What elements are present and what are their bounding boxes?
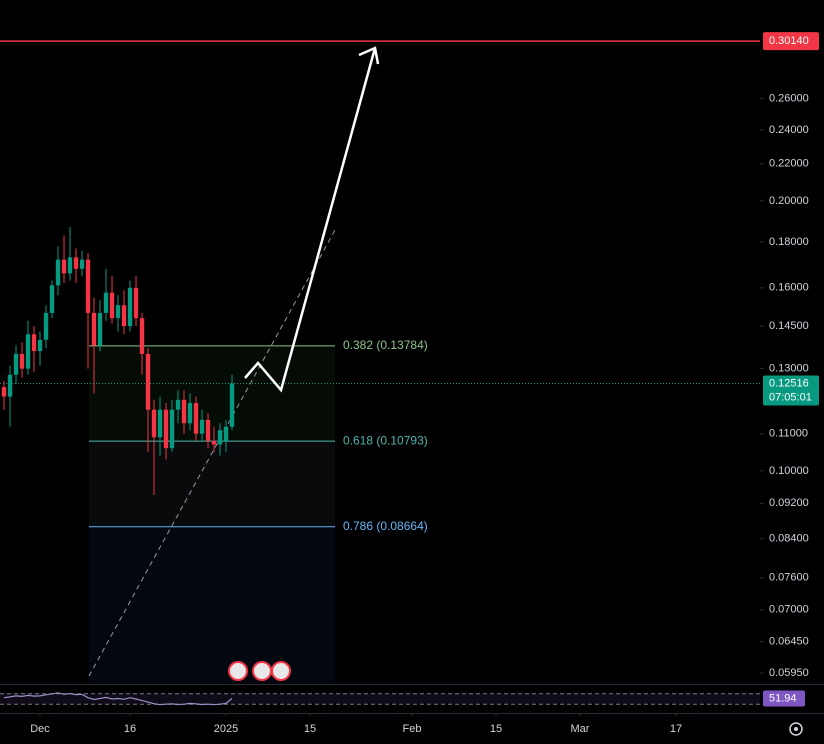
candle-body [49, 285, 55, 313]
candle-body [55, 259, 61, 286]
arrow-head [358, 46, 380, 65]
y-tick-label: 0.14500 [769, 320, 809, 332]
y-tick-label: 0.09200 [769, 497, 809, 509]
candle-body [67, 257, 73, 274]
candle-body [163, 409, 169, 449]
event-icon[interactable] [228, 661, 248, 681]
rsi-line [3, 692, 233, 706]
y-tick-label: 0.10000 [769, 465, 809, 477]
y-tick-label: 0.24000 [769, 124, 809, 136]
candle-body [61, 259, 67, 274]
plot: 0.26000 0.24000 0.22000 0.20000 0.18000 0.160… [0, 32, 819, 735]
candle-body [85, 259, 91, 313]
candle-body [1, 387, 7, 397]
candle-body [193, 403, 199, 434]
last-price-label: 0.12516 [769, 377, 809, 389]
candle-body [211, 440, 217, 445]
y-tick-label: 0.18000 [769, 236, 809, 248]
candle-body [157, 409, 163, 438]
fib-level-label: 0.786 (0.08664) [343, 519, 428, 533]
x-tick-label: Dec [30, 723, 50, 735]
y-tick-label: 0.13000 [769, 363, 809, 375]
y-tick-label: 0.05950 [769, 667, 809, 679]
event-icons[interactable] [228, 661, 291, 681]
candle-body [151, 409, 157, 438]
candle-body [43, 312, 49, 340]
y-tick-label: 0.26000 [769, 93, 809, 105]
candle-body [7, 374, 13, 397]
fib-level-label: 0.618 (0.10793) [343, 433, 428, 447]
y-tick-label: 0.06450 [769, 636, 809, 648]
candle-body [175, 399, 181, 410]
rsi-value-box [763, 690, 805, 707]
fib-zone-band [89, 345, 335, 442]
settings-icon[interactable] [789, 722, 803, 736]
countdown-label: 07:05:01 [769, 391, 812, 403]
candle-body [97, 312, 103, 346]
candle-body [19, 353, 25, 369]
candle-body [37, 339, 43, 352]
y-tick-label: 0.16000 [769, 282, 809, 294]
candle-body [115, 305, 121, 319]
candle-body [169, 409, 175, 449]
candle-body [121, 305, 127, 327]
rsi-band [0, 693, 760, 705]
candle-body [91, 312, 97, 346]
candle-body [73, 257, 79, 269]
x-tick-label: 2025 [214, 723, 238, 735]
candle-body [79, 259, 85, 269]
fib-level-label: 0.382 (0.13784) [343, 338, 428, 352]
y-tick-label: 0.11000 [769, 428, 808, 440]
x-tick-label: 15 [304, 723, 316, 735]
candle-body [199, 419, 205, 434]
fib-zone-band [89, 441, 335, 527]
x-tick-label: Mar [571, 723, 590, 735]
x-tick-label: 15 [490, 723, 502, 735]
candle-body [127, 287, 133, 327]
candle-body [217, 430, 223, 445]
candle-body [187, 403, 193, 424]
candle-body [31, 334, 37, 352]
candle-body [229, 383, 235, 427]
candle-body [223, 426, 229, 441]
candle-body [145, 353, 151, 410]
candle-body [205, 419, 211, 441]
candle-body [25, 334, 31, 369]
projection-arrow [244, 47, 377, 393]
y-tick-label: 0.20000 [769, 195, 809, 207]
candle-body [133, 287, 139, 319]
candle-body [13, 353, 19, 375]
x-tick-label: Feb [403, 723, 422, 735]
candle-body [139, 318, 145, 354]
y-tick-label: 0.22000 [769, 158, 809, 170]
candle-body [103, 292, 109, 313]
target-price-label: 0.30140 [769, 35, 809, 47]
fib-zone: 0.382 (0.13784) 0.618 (0.10793) 0.786 (0.0… [89, 338, 428, 683]
y-tick-label: 0.07600 [769, 572, 809, 584]
fib-zone-band [89, 526, 335, 683]
event-icon[interactable] [271, 661, 291, 681]
settings-icon-center [794, 727, 798, 731]
last-price-box [763, 375, 819, 406]
candle-body [181, 399, 187, 424]
y-tick-label: 0.07000 [769, 604, 809, 616]
event-icon[interactable] [252, 661, 272, 681]
candle-body [109, 292, 115, 319]
rsi-value-label: 51.94 [769, 692, 797, 704]
x-tick-label: 17 [670, 723, 682, 735]
x-tick-label: 16 [124, 723, 136, 735]
trend-line [88, 229, 336, 677]
target-price-box [763, 32, 819, 51]
y-tick-label: 0.08400 [769, 533, 809, 545]
